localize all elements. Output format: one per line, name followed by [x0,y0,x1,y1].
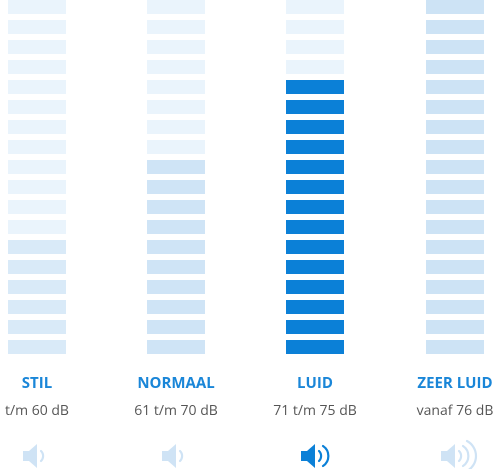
level-bar [286,140,344,154]
column-range: 61 t/m 70 dB [134,401,218,420]
level-bar [8,60,66,74]
level-bar [426,20,484,34]
level-bar [286,340,344,354]
sound-wave [317,449,323,463]
level-bar [286,200,344,214]
speaker-icon [162,444,176,468]
level-bar [147,320,205,334]
level-bar [426,300,484,314]
sound-wave [39,449,45,463]
level-bar [8,200,66,214]
level-bar [147,40,205,54]
sound-wave [461,444,470,468]
level-bar [286,240,344,254]
level-bar [286,60,344,74]
level-bar [426,80,484,94]
level-bar [147,340,205,354]
level-bar [286,40,344,54]
level-bar [286,280,344,294]
level-bar [147,120,205,134]
level-bar [426,140,484,154]
level-bar [286,20,344,34]
level-bar [147,180,205,194]
level-bar [286,80,344,94]
level-bar [147,80,205,94]
level-bar [286,320,344,334]
sound-wave [457,449,463,463]
level-bar [286,0,344,14]
level-bar [426,280,484,294]
level-bar [426,240,484,254]
level-bar [8,340,66,354]
sound-wave [178,449,184,463]
level-bar [147,280,205,294]
level-bar [426,100,484,114]
level-bar [426,200,484,214]
level-bar [8,80,66,94]
level-bar [426,320,484,334]
level-bar [8,260,66,274]
level-bar [426,260,484,274]
level-bar [147,0,205,14]
level-bar [8,160,66,174]
level-bar [8,220,66,234]
column-label: STIL [22,373,52,393]
level-bar [8,180,66,194]
column-label: ZEER LUID [417,373,492,393]
level-column: ZEER LUID vanaf 76 dB [417,0,494,469]
column-label: LUID [297,373,333,393]
level-bar [8,40,66,54]
level-bar [8,280,66,294]
level-bar [286,120,344,134]
level-bar [426,340,484,354]
level-bar [147,140,205,154]
level-column: STIL t/m 60 dB [5,0,69,468]
level-bar [286,100,344,114]
level-bar [147,60,205,74]
level-bar [147,260,205,274]
level-bar [286,160,344,174]
level-bar [147,220,205,234]
level-bar [147,100,205,114]
column-label: NORMAAL [137,373,214,393]
sound-wave [321,444,330,468]
level-bar [8,0,66,14]
level-bar [426,0,484,14]
level-column: NORMAAL 61 t/m 70 dB [134,0,218,468]
level-bar [8,120,66,134]
level-bar [147,160,205,174]
column-range: t/m 60 dB [5,401,69,420]
column-range: 71 t/m 75 dB [273,401,357,420]
level-bar [8,20,66,34]
level-bar [426,60,484,74]
level-bar [286,220,344,234]
level-bar [426,120,484,134]
level-bar [8,320,66,334]
speaker-icon [301,444,315,468]
level-bar [426,160,484,174]
level-bar [8,140,66,154]
level-bar [426,220,484,234]
level-bar [426,180,484,194]
level-bar [147,300,205,314]
level-bar [286,180,344,194]
level-bar [286,260,344,274]
level-bar [147,240,205,254]
speaker-icon [23,444,37,468]
level-bar [8,300,66,314]
level-bar [426,40,484,54]
level-column: LUID 71 t/m 75 dB [273,0,357,468]
level-bar [8,240,66,254]
column-range: vanaf 76 dB [417,401,494,420]
level-bar [8,100,66,114]
level-bar [147,200,205,214]
level-bar [147,20,205,34]
level-bar [286,300,344,314]
speaker-icon [441,444,455,468]
